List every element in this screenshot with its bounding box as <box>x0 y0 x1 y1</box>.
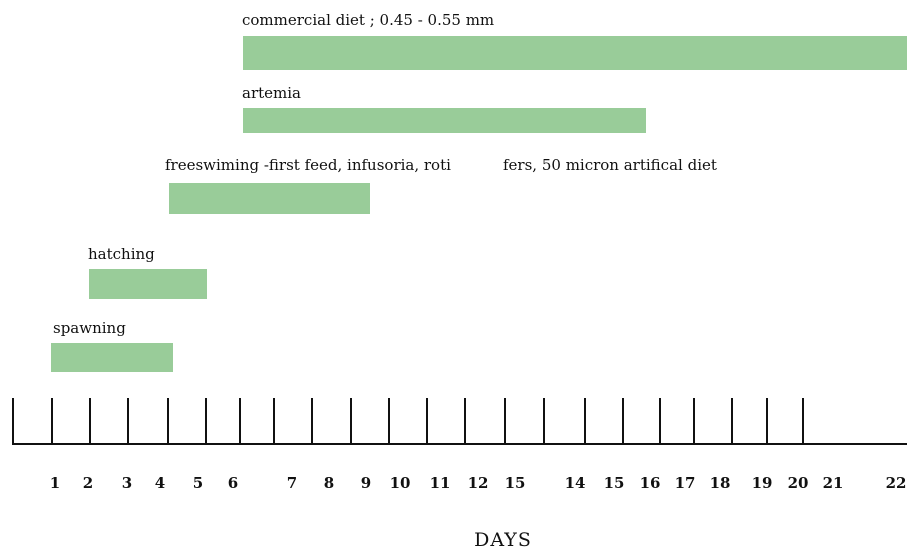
bar-label-continuation: fers, 50 micron artifical diet <box>503 156 717 174</box>
bar-5 <box>51 343 173 372</box>
x-axis-title: DAYS <box>474 529 532 550</box>
tick-label-3: 3 <box>122 474 132 492</box>
tick-label-2: 2 <box>83 474 93 492</box>
tick-labels: 1 2 3 4 5 6 7 8 9 10 11 12 15 14 15 16 17 18 19 20 21 22 <box>50 474 907 492</box>
tick-label-1: 1 <box>50 474 60 492</box>
bar-label-1: commercial diet ; 0.45 - 0.55 mm <box>242 11 494 29</box>
bar-label-3: freeswiming -first feed, infusoria, roti <box>165 156 451 174</box>
bars-group: commercial diet ; 0.45 - 0.55 mm artemia f… <box>51 11 907 372</box>
tick-label-12: 12 <box>468 474 489 492</box>
tick-label-16: 16 <box>640 474 661 492</box>
bar-label-2: artemia <box>242 84 301 102</box>
bar-label-5: spawning <box>53 319 126 337</box>
bar-1 <box>243 36 907 70</box>
tick-label-10: 10 <box>390 474 411 492</box>
tick-label-19: 19 <box>752 474 773 492</box>
tick-label-20: 20 <box>788 474 809 492</box>
bar-4 <box>89 269 207 299</box>
tick-label-14: 14 <box>565 474 586 492</box>
tick-label-5: 5 <box>193 474 203 492</box>
tick-label-22: 22 <box>886 474 907 492</box>
tick-label-7: 7 <box>287 474 297 492</box>
tick-label-18: 18 <box>710 474 731 492</box>
bar-2 <box>243 108 646 133</box>
tick-marks <box>51 398 804 444</box>
tick-label-9: 9 <box>361 474 371 492</box>
bar-label-4: hatching <box>88 245 155 263</box>
tick-label-6: 6 <box>228 474 238 492</box>
tick-label-21: 21 <box>823 474 844 492</box>
tick-label-15: 15 <box>604 474 625 492</box>
tick-label-17: 17 <box>675 474 696 492</box>
tick-label-13: 15 <box>505 474 526 492</box>
tick-label-11: 11 <box>430 474 451 492</box>
tick-label-4: 4 <box>155 474 165 492</box>
bar-3 <box>169 183 370 214</box>
x-axis <box>12 398 907 445</box>
tick-label-8: 8 <box>324 474 334 492</box>
